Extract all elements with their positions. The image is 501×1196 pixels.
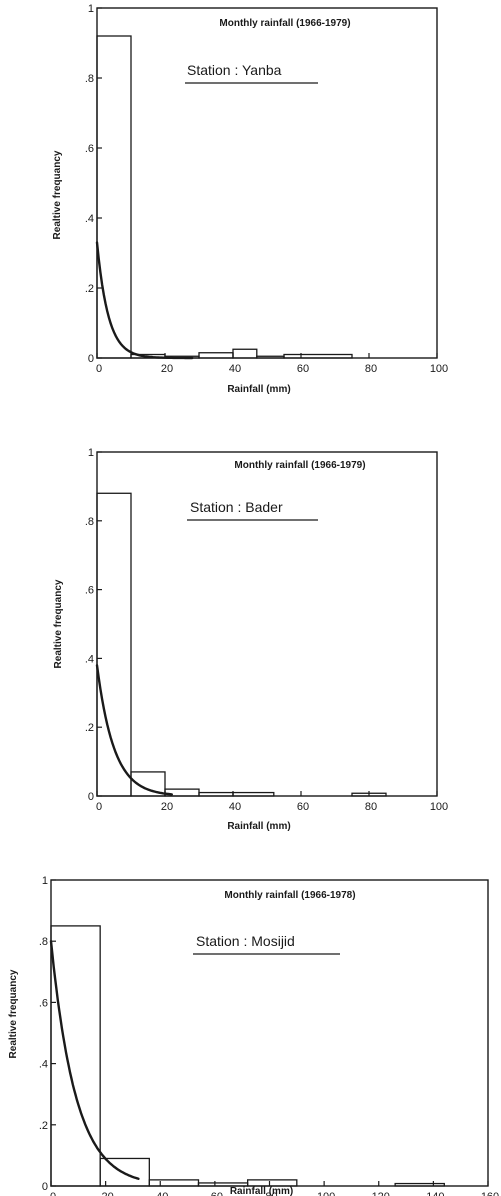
x-tick-label: 120 [372, 1191, 390, 1196]
histogram-bar [99, 1157, 150, 1187]
y-tick-label: .2 [39, 1120, 48, 1132]
x-tick-label: 20 [161, 801, 173, 813]
y-tick-label: 0 [88, 353, 94, 365]
x-tick-label: 0 [50, 1191, 56, 1196]
y-tick-label: 1 [42, 875, 48, 887]
y-tick-label: 0 [42, 1181, 48, 1193]
y-tick-label: 1 [88, 447, 94, 459]
station-label: Station : Mosijid [196, 933, 295, 949]
chart-title: Monthly rainfall (1966-1978) [224, 890, 355, 901]
x-tick-label: 40 [229, 801, 241, 813]
chart-panel-2: 0 20 40 60 80 100 0 .2 .4 .6 .8 1 Monthly rainfall (… [53, 447, 448, 832]
y-tick-label: .2 [85, 283, 94, 295]
histogram-bar [96, 492, 132, 797]
station-label: Station : Bader [190, 499, 283, 515]
histogram-bar [198, 352, 234, 359]
y-axis-label: Realtive frequancy [8, 969, 19, 1058]
histogram-bar [130, 771, 166, 797]
fitted-curve [95, 664, 173, 796]
y-tick-label: .8 [39, 936, 48, 948]
x-tick-label: 20 [102, 1191, 114, 1196]
y-tick-label: .6 [39, 997, 48, 1009]
x-tick-label: 80 [365, 363, 377, 375]
x-axis-label: Rainfall (mm) [227, 821, 290, 832]
y-axis-label: Realtive frequancy [53, 579, 64, 668]
y-tick-label: .6 [85, 143, 94, 155]
histogram-bar [198, 791, 234, 797]
histogram-bar [50, 925, 101, 1187]
x-axis-label: Rainfall (mm) [227, 384, 290, 395]
x-tick-label: 100 [317, 1191, 335, 1196]
y-tick-label: 0 [88, 791, 94, 803]
x-tick-label: 40 [229, 363, 241, 375]
y-tick-label: .4 [85, 653, 94, 665]
x-tick-label: 60 [297, 801, 309, 813]
x-tick-label: 140 [426, 1191, 444, 1196]
x-tick-label: 40 [156, 1191, 168, 1196]
x-tick-label: 100 [430, 363, 448, 375]
chart-panel-3: 0 20 40 60 80 100 120 140 160 0 .2 .4 .6 .8 1 Monthly r… [8, 875, 499, 1196]
x-tick-label: 20 [161, 363, 173, 375]
x-tick-label: 80 [265, 1191, 277, 1196]
chart-title: Monthly rainfall (1966-1979) [234, 460, 365, 471]
x-tick-label: 60 [211, 1191, 223, 1196]
fitted-curve [49, 940, 140, 1180]
chart-title: Monthly rainfall (1966-1979) [219, 18, 350, 29]
x-tick-label: 80 [365, 801, 377, 813]
histogram-bar [246, 1179, 298, 1187]
histogram-bar [232, 791, 275, 797]
station-label: Station : Yanba [187, 62, 282, 78]
x-tick-label: 0 [96, 363, 102, 375]
histogram-bar [256, 355, 285, 359]
y-axis-label: Realtive frequancy [52, 150, 63, 239]
fitted-curve [95, 241, 194, 360]
histogram-bar [148, 1179, 200, 1187]
histogram-bar [96, 35, 132, 359]
histogram-bar [394, 1182, 445, 1187]
y-tick-label: .8 [85, 516, 94, 528]
x-tick-label: 0 [96, 801, 102, 813]
y-tick-label: .4 [85, 213, 94, 225]
x-axis-label: Rainfall (mm) [230, 1186, 293, 1196]
y-tick-label: .2 [85, 722, 94, 734]
histogram-bar [232, 348, 258, 359]
histogram-bar [283, 353, 353, 359]
plot-frame [96, 7, 438, 359]
y-tick-label: .6 [85, 585, 94, 597]
x-tick-label: 100 [430, 801, 448, 813]
plot-frame [50, 879, 489, 1187]
x-tick-label: 60 [297, 363, 309, 375]
x-tick-label: 160 [481, 1191, 499, 1196]
y-tick-label: .4 [39, 1059, 48, 1071]
chart-panel-1: 0 20 40 60 80 100 0 .2 .4 .6 .8 1 Monthly rainfall (… [52, 3, 448, 395]
y-tick-label: .8 [85, 73, 94, 85]
y-tick-label: 1 [88, 3, 94, 15]
